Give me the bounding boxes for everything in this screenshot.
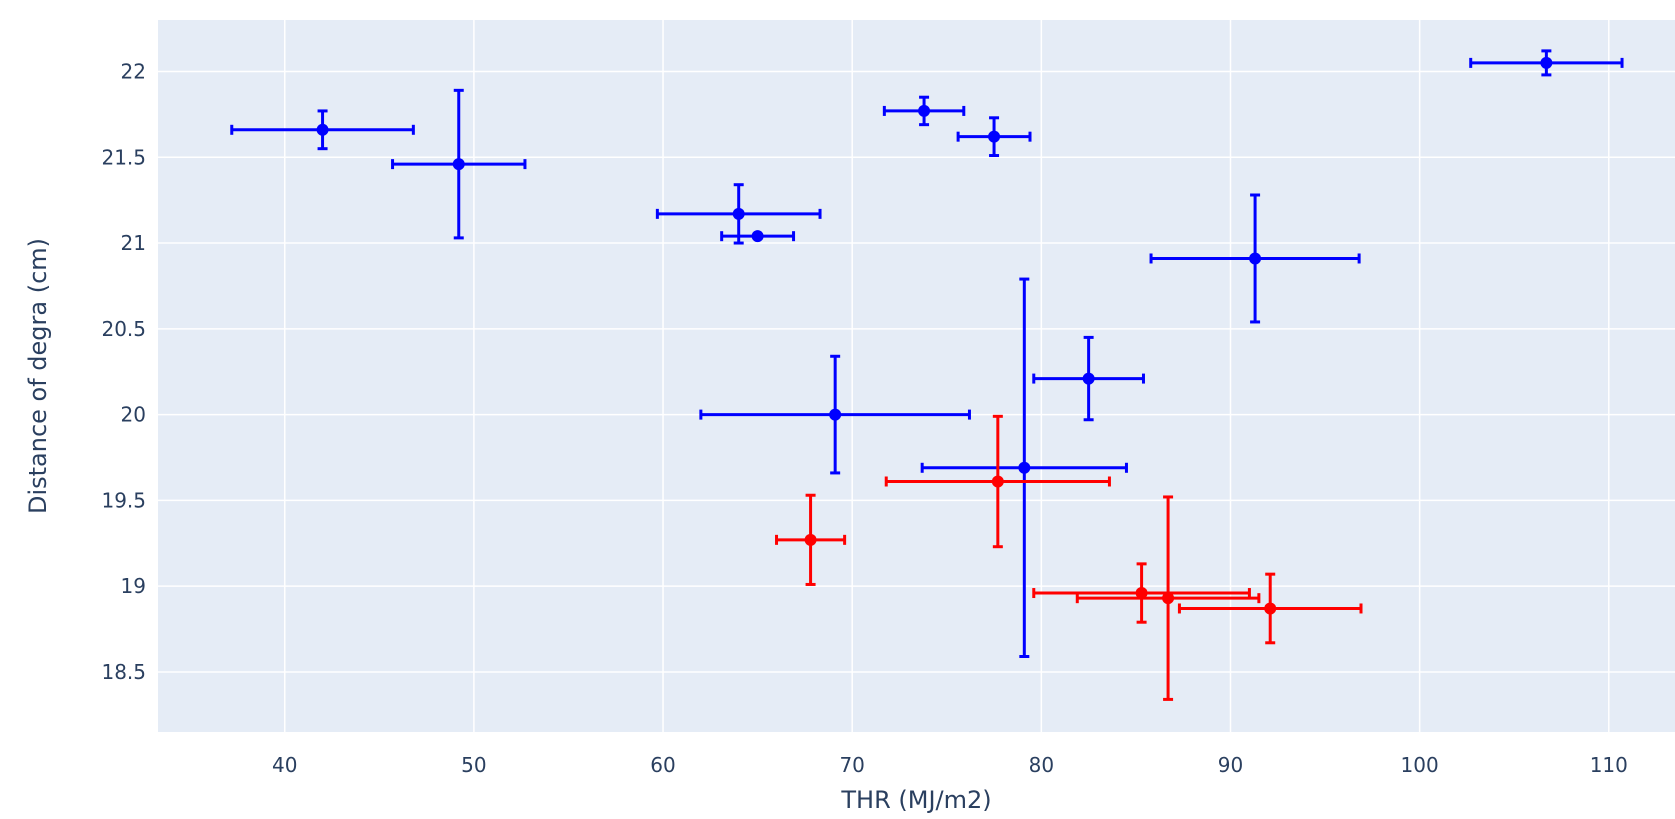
data-point bbox=[1264, 602, 1277, 615]
x-tick-label: 50 bbox=[461, 753, 486, 777]
data-point-group bbox=[1032, 335, 1145, 422]
y-tick-label: 20 bbox=[121, 403, 146, 427]
data-point bbox=[918, 104, 931, 117]
data-point-group bbox=[1177, 572, 1363, 645]
y-tick-label: 18.5 bbox=[101, 660, 146, 684]
data-point bbox=[1135, 587, 1148, 600]
data-point-group bbox=[1075, 495, 1261, 701]
plot-area bbox=[158, 20, 1675, 732]
data-point bbox=[1540, 56, 1553, 69]
data-point-group bbox=[230, 109, 415, 151]
data-point-group bbox=[391, 88, 527, 240]
data-marks bbox=[230, 49, 1624, 701]
series-1 bbox=[230, 49, 1624, 659]
data-point bbox=[1162, 592, 1175, 605]
x-tick-label: 40 bbox=[272, 753, 297, 777]
data-point-group bbox=[882, 95, 966, 127]
data-point-group bbox=[775, 493, 847, 586]
data-point bbox=[988, 130, 1001, 143]
series-2 bbox=[775, 414, 1363, 701]
data-point bbox=[1018, 461, 1031, 474]
x-tick-label: 80 bbox=[1029, 753, 1054, 777]
y-tick-label: 19 bbox=[121, 574, 146, 598]
data-point-group bbox=[1032, 562, 1251, 624]
data-point-group bbox=[884, 414, 1111, 549]
data-point-group bbox=[699, 354, 971, 475]
data-point bbox=[1249, 252, 1262, 265]
data-point-group bbox=[920, 277, 1128, 659]
data-point-group bbox=[720, 230, 796, 243]
y-tick-label: 21.5 bbox=[101, 145, 146, 169]
data-point-group bbox=[1149, 193, 1361, 324]
data-point-group bbox=[956, 116, 1032, 158]
y-tick-label: 21 bbox=[121, 231, 146, 255]
data-point bbox=[732, 207, 745, 220]
y-tick-label: 20.5 bbox=[101, 317, 146, 341]
data-point bbox=[804, 533, 817, 546]
grid-lines bbox=[158, 20, 1675, 732]
x-tick-label: 70 bbox=[839, 753, 864, 777]
x-tick-label: 100 bbox=[1401, 753, 1439, 777]
y-tick-label: 19.5 bbox=[101, 488, 146, 512]
data-point bbox=[1082, 372, 1095, 385]
data-point-group bbox=[655, 183, 822, 245]
x-tick-label: 110 bbox=[1590, 753, 1628, 777]
x-tick-label: 60 bbox=[650, 753, 675, 777]
data-point bbox=[751, 230, 764, 243]
x-axis-ticks: 40 50 60 70 80 90 100 110 bbox=[272, 753, 1628, 777]
data-point bbox=[452, 158, 465, 171]
y-tick-label: 22 bbox=[121, 59, 146, 83]
x-tick-label: 90 bbox=[1218, 753, 1243, 777]
y-axis-ticks: 18.5 19 19.5 20 20.5 21 21.5 22 bbox=[101, 59, 146, 683]
y-axis-title: Distance of degra (cm) bbox=[24, 238, 52, 514]
data-point bbox=[829, 408, 842, 421]
data-point bbox=[316, 123, 329, 136]
x-axis-title: THR (MJ/m2) bbox=[840, 786, 991, 814]
data-point bbox=[991, 475, 1004, 488]
data-point-group bbox=[1469, 49, 1624, 77]
